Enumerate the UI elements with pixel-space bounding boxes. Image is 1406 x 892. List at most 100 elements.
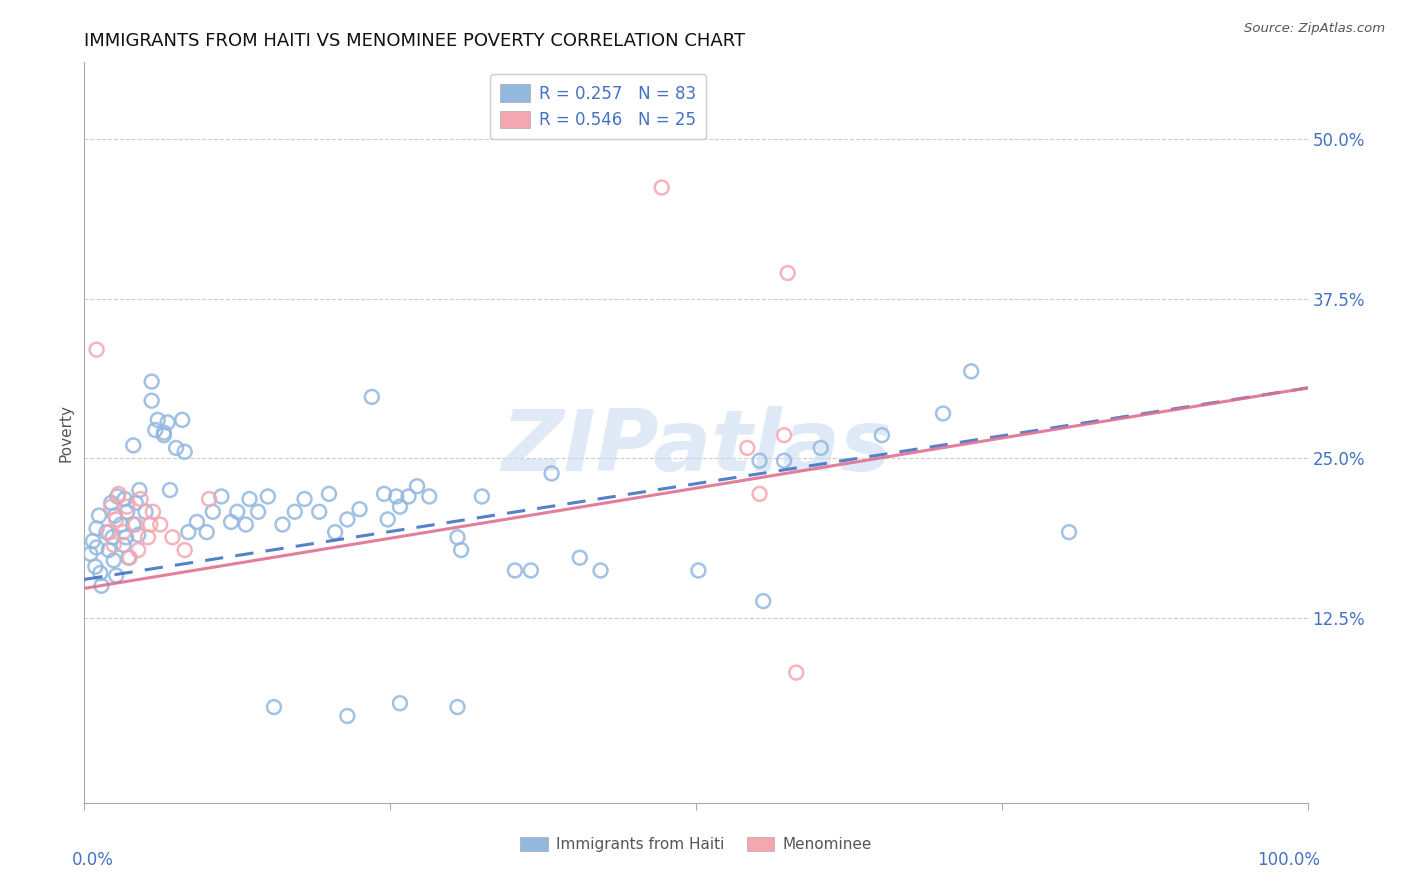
Point	[159, 483, 181, 497]
Point	[810, 441, 832, 455]
Point	[406, 479, 429, 493]
Point	[198, 491, 221, 506]
Point	[127, 527, 149, 541]
Point	[195, 525, 218, 540]
Point	[100, 500, 122, 514]
Point	[162, 530, 184, 544]
Point	[82, 534, 104, 549]
Point	[589, 564, 612, 578]
Point	[773, 453, 796, 467]
Point	[226, 505, 249, 519]
Point	[186, 515, 208, 529]
Point	[103, 538, 125, 552]
Point	[128, 483, 150, 497]
Point	[114, 491, 136, 506]
Legend: Immigrants from Haiti, Menominee: Immigrants from Haiti, Menominee	[515, 830, 877, 858]
Point	[110, 517, 132, 532]
Point	[247, 505, 270, 519]
Point	[257, 490, 280, 504]
Point	[153, 428, 176, 442]
Point	[201, 505, 224, 519]
Point	[748, 453, 770, 467]
Point	[142, 505, 165, 519]
Y-axis label: Poverty: Poverty	[58, 403, 73, 462]
Point	[360, 390, 382, 404]
Point	[748, 487, 770, 501]
Point	[209, 490, 232, 504]
Point	[107, 487, 129, 501]
Point	[503, 564, 526, 578]
Point	[136, 530, 159, 544]
Point	[373, 487, 395, 501]
Point	[446, 700, 468, 714]
Point	[336, 512, 359, 526]
Point	[100, 496, 122, 510]
Point	[97, 543, 120, 558]
Point	[263, 700, 285, 714]
Point	[101, 530, 124, 544]
Point	[398, 490, 420, 504]
Point	[318, 487, 340, 501]
Text: IMMIGRANTS FROM HAITI VS MENOMINEE POVERTY CORRELATION CHART: IMMIGRANTS FROM HAITI VS MENOMINEE POVER…	[84, 32, 745, 50]
Point	[173, 444, 195, 458]
Point	[143, 423, 166, 437]
Point	[125, 496, 148, 510]
Point	[86, 521, 108, 535]
Point	[388, 500, 411, 514]
Point	[84, 559, 107, 574]
Point	[103, 553, 125, 567]
Point	[471, 490, 494, 504]
Point	[568, 550, 591, 565]
Point	[323, 525, 346, 540]
Point	[932, 407, 955, 421]
Point	[141, 375, 163, 389]
Point	[520, 564, 543, 578]
Point	[115, 505, 138, 519]
Point	[450, 543, 472, 558]
Point	[118, 550, 141, 565]
Point	[165, 441, 187, 455]
Point	[89, 566, 111, 580]
Point	[86, 343, 108, 357]
Point	[1057, 525, 1080, 540]
Point	[172, 413, 194, 427]
Point	[129, 491, 152, 506]
Point	[219, 515, 242, 529]
Point	[149, 517, 172, 532]
Point	[785, 665, 807, 680]
Point	[540, 467, 562, 481]
Text: 0.0%: 0.0%	[72, 851, 114, 869]
Point	[127, 543, 149, 558]
Point	[177, 525, 200, 540]
Point	[870, 428, 893, 442]
Point	[238, 491, 260, 506]
Point	[117, 550, 139, 565]
Point	[105, 512, 128, 526]
Point	[115, 530, 138, 544]
Point	[446, 530, 468, 544]
Point	[79, 547, 101, 561]
Point	[96, 525, 118, 540]
Point	[651, 180, 673, 194]
Point	[737, 441, 759, 455]
Text: Source: ZipAtlas.com: Source: ZipAtlas.com	[1244, 22, 1385, 36]
Point	[284, 505, 307, 519]
Point	[418, 490, 440, 504]
Point	[960, 364, 983, 378]
Point	[388, 696, 411, 710]
Point	[146, 413, 169, 427]
Point	[122, 438, 145, 452]
Point	[385, 490, 408, 504]
Point	[752, 594, 775, 608]
Point	[308, 505, 330, 519]
Point	[112, 525, 135, 540]
Point	[112, 538, 135, 552]
Point	[105, 568, 128, 582]
Text: ZIPatlas: ZIPatlas	[501, 406, 891, 489]
Point	[349, 502, 371, 516]
Point	[125, 517, 148, 532]
Point	[135, 505, 157, 519]
Point	[122, 517, 145, 532]
Point	[141, 393, 163, 408]
Point	[688, 564, 710, 578]
